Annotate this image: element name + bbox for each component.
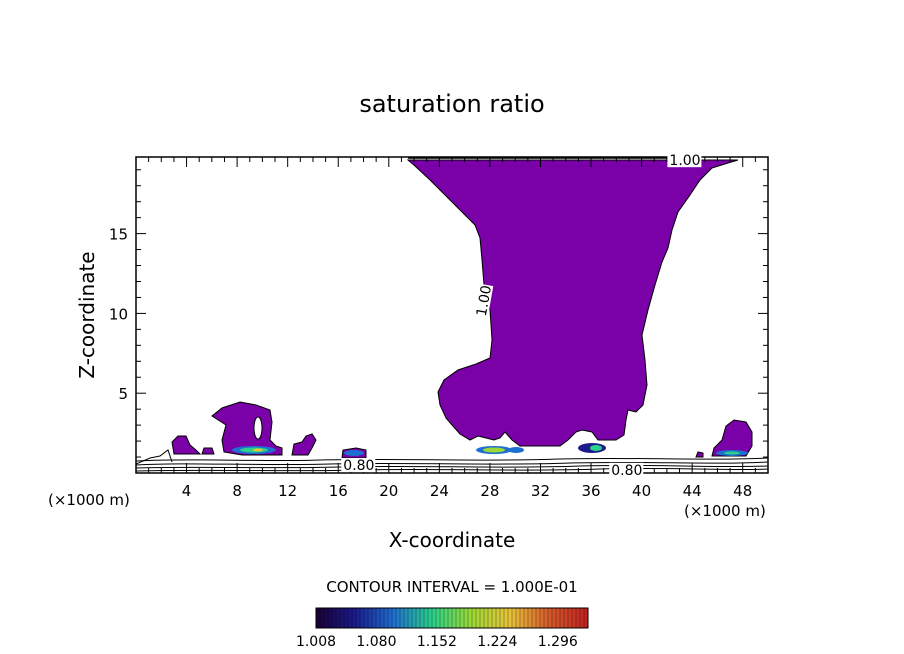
- core-c-inner: [483, 447, 505, 453]
- x-tick-label: 32: [531, 482, 550, 500]
- colorbar: 1.008 1.080 1.152 1.224 1.296: [296, 607, 589, 650]
- x-axis-label: X-coordinate: [389, 528, 516, 552]
- colorbar-tick-labels: 1.008 1.080 1.152 1.224 1.296: [296, 634, 578, 650]
- contour-labels: 1.00 1.00 0.80 0.80: [341, 153, 702, 479]
- x-axis-units-right: (×1000 m): [684, 502, 766, 520]
- cloud-cell-3: [211, 401, 283, 456]
- x-tick-label: 24: [430, 482, 449, 500]
- core-e-inner: [590, 445, 602, 451]
- contour-label-bg: [341, 458, 376, 473]
- colorbar-stripes: [319, 608, 585, 628]
- contour-label: 1.00: [474, 284, 495, 317]
- x-tick-label: 8: [232, 482, 242, 500]
- colorbar-tick-label: 1.152: [417, 634, 457, 650]
- colorbar-tick-label: 1.080: [356, 634, 396, 650]
- x-tick-label: 20: [379, 482, 398, 500]
- contour-label: 0.80: [343, 458, 374, 474]
- x-tick-label: 16: [329, 482, 348, 500]
- cloud-cell-3-hole: [253, 416, 263, 440]
- x-tick-label: 36: [581, 482, 600, 500]
- y-tick-label: 10: [109, 305, 128, 323]
- x-axis-units-left: (×1000 m): [48, 491, 130, 509]
- colorbar-tick-label: 1.008: [296, 634, 336, 650]
- cloud-cell-7: [695, 451, 704, 458]
- y-tick-label: 15: [109, 226, 128, 244]
- x-tick-label: 40: [632, 482, 651, 500]
- cloud-cell-1: [171, 435, 202, 455]
- y-axis-ticks: 5 10 15: [109, 169, 768, 458]
- core-a-peak: [253, 448, 263, 452]
- y-tick-label: 5: [118, 385, 128, 403]
- core-f-inner: [724, 451, 740, 455]
- core-b: [344, 450, 364, 456]
- x-tick-label: 28: [480, 482, 499, 500]
- x-tick-label: 44: [683, 482, 702, 500]
- contour-label-bg: [609, 462, 644, 477]
- contour-label: 1.00: [669, 153, 700, 169]
- x-tick-label: 4: [182, 482, 192, 500]
- cloud-cell-4: [291, 433, 317, 456]
- y-axis-label: Z-coordinate: [75, 251, 99, 378]
- contour-interval-label: CONTOUR INTERVAL = 1.000E-01: [326, 578, 577, 596]
- chart-title: saturation ratio: [359, 90, 544, 118]
- cloud-cell-6: [711, 419, 753, 457]
- colorbar-tick-label: 1.296: [538, 634, 578, 650]
- colorbar-tick-label: 1.224: [477, 634, 517, 650]
- contour-label-bg: [667, 153, 702, 168]
- contour-label: 0.80: [611, 463, 642, 479]
- cloud-cell-2: [201, 447, 215, 455]
- contour-label-bg: [473, 283, 494, 320]
- core-d: [508, 447, 524, 453]
- supersaturated-region-main: [406, 159, 739, 447]
- x-tick-label: 48: [733, 482, 752, 500]
- x-axis-ticks: 4 8 12 16 20 24 28 32 36 40 44 48: [148, 157, 756, 500]
- x-tick-label: 12: [278, 482, 297, 500]
